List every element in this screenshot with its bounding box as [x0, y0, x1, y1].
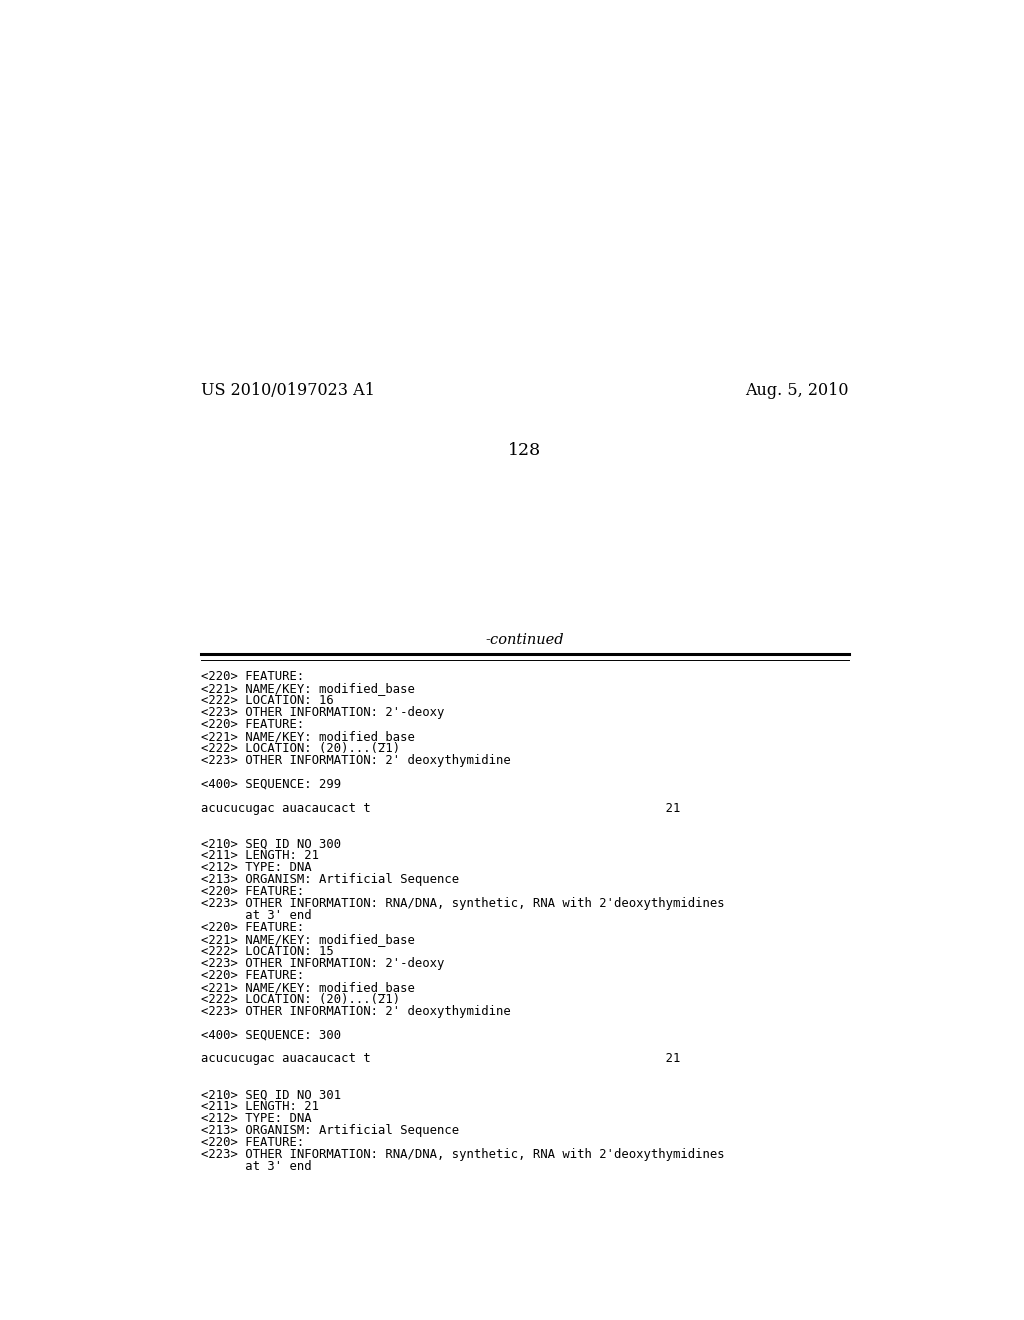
Text: <221> NAME/KEY: modified_base: <221> NAME/KEY: modified_base: [201, 933, 415, 946]
Text: at 3' end: at 3' end: [201, 1160, 311, 1172]
Text: <220> FEATURE:: <220> FEATURE:: [201, 718, 304, 731]
Text: <213> ORGANISM: Artificial Sequence: <213> ORGANISM: Artificial Sequence: [201, 1123, 459, 1137]
Text: <220> FEATURE:: <220> FEATURE:: [201, 969, 304, 982]
Text: US 2010/0197023 A1: US 2010/0197023 A1: [201, 381, 375, 399]
Text: acucucugac auacaucact t                                        21: acucucugac auacaucact t 21: [201, 801, 680, 814]
Text: <220> FEATURE:: <220> FEATURE:: [201, 671, 304, 684]
Text: <211> LENGTH: 21: <211> LENGTH: 21: [201, 1100, 319, 1113]
Text: <221> NAME/KEY: modified_base: <221> NAME/KEY: modified_base: [201, 682, 415, 696]
Text: <211> LENGTH: 21: <211> LENGTH: 21: [201, 850, 319, 862]
Text: <222> LOCATION: (20)...(21): <222> LOCATION: (20)...(21): [201, 742, 400, 755]
Text: <221> NAME/KEY: modified_base: <221> NAME/KEY: modified_base: [201, 730, 415, 743]
Text: <213> ORGANISM: Artificial Sequence: <213> ORGANISM: Artificial Sequence: [201, 874, 459, 886]
Text: <223> OTHER INFORMATION: 2'-deoxy: <223> OTHER INFORMATION: 2'-deoxy: [201, 706, 444, 719]
Text: <210> SEQ ID NO 301: <210> SEQ ID NO 301: [201, 1088, 341, 1101]
Text: acucucugac auacaucact t                                        21: acucucugac auacaucact t 21: [201, 1052, 680, 1065]
Text: <212> TYPE: DNA: <212> TYPE: DNA: [201, 862, 311, 874]
Text: <400> SEQUENCE: 299: <400> SEQUENCE: 299: [201, 777, 341, 791]
Text: <220> FEATURE:: <220> FEATURE:: [201, 1137, 304, 1148]
Text: 128: 128: [508, 442, 542, 459]
Text: <222> LOCATION: (20)...(21): <222> LOCATION: (20)...(21): [201, 993, 400, 1006]
Text: <223> OTHER INFORMATION: RNA/DNA, synthetic, RNA with 2'deoxythymidines: <223> OTHER INFORMATION: RNA/DNA, synthe…: [201, 898, 725, 911]
Text: <210> SEQ ID NO 300: <210> SEQ ID NO 300: [201, 838, 341, 850]
Text: at 3' end: at 3' end: [201, 909, 311, 923]
Text: <223> OTHER INFORMATION: RNA/DNA, synthetic, RNA with 2'deoxythymidines: <223> OTHER INFORMATION: RNA/DNA, synthe…: [201, 1148, 725, 1160]
Text: <223> OTHER INFORMATION: 2'-deoxy: <223> OTHER INFORMATION: 2'-deoxy: [201, 957, 444, 970]
Text: -continued: -continued: [485, 634, 564, 648]
Text: <212> TYPE: DNA: <212> TYPE: DNA: [201, 1111, 311, 1125]
Text: <222> LOCATION: 16: <222> LOCATION: 16: [201, 694, 334, 708]
Text: <400> SEQUENCE: 300: <400> SEQUENCE: 300: [201, 1028, 341, 1041]
Text: <223> OTHER INFORMATION: 2' deoxythymidine: <223> OTHER INFORMATION: 2' deoxythymidi…: [201, 754, 511, 767]
Text: Aug. 5, 2010: Aug. 5, 2010: [745, 381, 849, 399]
Text: <223> OTHER INFORMATION: 2' deoxythymidine: <223> OTHER INFORMATION: 2' deoxythymidi…: [201, 1005, 511, 1018]
Text: <222> LOCATION: 15: <222> LOCATION: 15: [201, 945, 334, 958]
Text: <221> NAME/KEY: modified_base: <221> NAME/KEY: modified_base: [201, 981, 415, 994]
Text: <220> FEATURE:: <220> FEATURE:: [201, 886, 304, 899]
Text: <220> FEATURE:: <220> FEATURE:: [201, 921, 304, 935]
